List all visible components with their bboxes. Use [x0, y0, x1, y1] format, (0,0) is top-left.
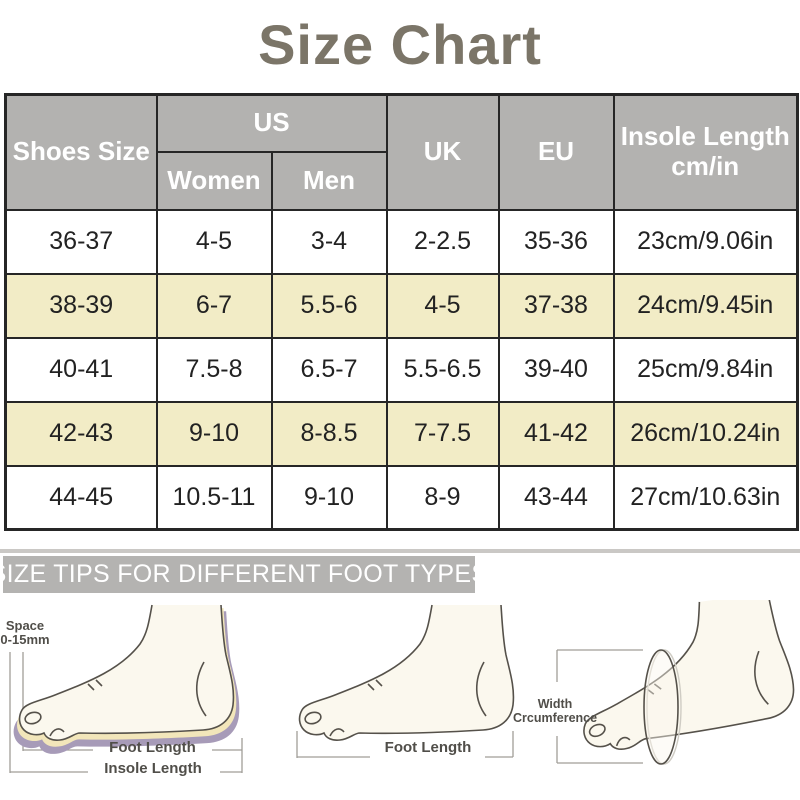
- table-row: 36-37 4-5 3-4 2-2.5 35-36 23cm/9.06in: [4, 208, 799, 275]
- cell-eu: 43-44: [497, 464, 615, 531]
- width-circumference-label: Width Crcumference: [513, 697, 598, 725]
- size-table: Shoes Size US UK EU Insole Length cm/in …: [4, 93, 799, 531]
- cell-us-men: 3-4: [270, 208, 388, 275]
- cell-eu: 37-38: [497, 272, 615, 339]
- cell-shoes-size: 36-37: [4, 208, 158, 275]
- cell-shoes-size: 40-41: [4, 336, 158, 403]
- cell-uk: 8-9: [385, 464, 500, 531]
- foot-side-insole-illustration: [9, 604, 243, 773]
- col-header-shoes-size: Shoes Size: [4, 93, 158, 211]
- page-title: Size Chart: [258, 13, 542, 76]
- cell-eu: 41-42: [497, 400, 615, 467]
- foot-outline: [567, 600, 800, 756]
- measurement-lines: [296, 731, 514, 758]
- table-row: 42-43 9-10 8-8.5 7-7.5 41-42 26cm/10.24i…: [4, 400, 799, 467]
- circumference-ring: [643, 649, 679, 765]
- cell-us-women: 4-5: [155, 208, 273, 275]
- cell-us-men: 5.5-6: [270, 272, 388, 339]
- cell-us-men: 6.5-7: [270, 336, 388, 403]
- foot-length-label: Foot Length: [384, 739, 472, 756]
- cell-eu: 39-40: [497, 336, 615, 403]
- space-label: Space 0-15mm: [0, 618, 50, 648]
- foot-outline: [18, 604, 235, 741]
- cell-insole: 24cm/9.45in: [612, 272, 799, 339]
- col-header-us-men: Men: [270, 150, 388, 211]
- cell-us-men: 8-8.5: [270, 400, 388, 467]
- cell-uk: 7-7.5: [385, 400, 500, 467]
- cell-us-women: 10.5-11: [155, 464, 273, 531]
- table-row: 44-45 10.5-11 9-10 8-9 43-44 27cm/10.63i…: [4, 464, 799, 531]
- table-row: 40-41 7.5-8 6.5-7 5.5-6.5 39-40 25cm/9.8…: [4, 336, 799, 403]
- cell-us-women: 9-10: [155, 400, 273, 467]
- cell-insole: 26cm/10.24in: [612, 400, 799, 467]
- cell-shoes-size: 44-45: [4, 464, 158, 531]
- cell-insole: 23cm/9.06in: [612, 208, 799, 275]
- foot-circumference-illustration: [556, 600, 800, 765]
- tips-banner-text: SIZE TIPS FOR DIFFERENT FOOT TYPES: [0, 560, 489, 588]
- col-header-eu: EU: [497, 93, 615, 211]
- cell-uk: 4-5: [385, 272, 500, 339]
- cell-shoes-size: 38-39: [4, 272, 158, 339]
- measurement-lines: [556, 649, 643, 764]
- col-header-uk: UK: [385, 93, 500, 211]
- foot-length-label: Foot Length: [109, 739, 196, 756]
- col-header-us-women: Women: [155, 150, 273, 211]
- insole-length-label: Insole Length: [104, 760, 202, 777]
- cell-uk: 5.5-6.5: [385, 336, 500, 403]
- col-header-us: US: [155, 93, 388, 153]
- foot-outline: [298, 604, 515, 741]
- cell-shoes-size: 42-43: [4, 400, 158, 467]
- cell-us-women: 6-7: [155, 272, 273, 339]
- cell-insole: 25cm/9.84in: [612, 336, 799, 403]
- tips-banner: SIZE TIPS FOR DIFFERENT FOOT TYPES: [0, 556, 488, 593]
- cell-eu: 35-36: [497, 208, 615, 275]
- cell-us-women: 7.5-8: [155, 336, 273, 403]
- foot-side-illustration: [296, 604, 515, 758]
- cell-insole: 27cm/10.63in: [612, 464, 799, 531]
- col-header-insole-length: Insole Length cm/in: [612, 93, 799, 211]
- cell-uk: 2-2.5: [385, 208, 500, 275]
- table-row: 38-39 6-7 5.5-6 4-5 37-38 24cm/9.45in: [4, 272, 799, 339]
- section-divider: [0, 549, 800, 553]
- cell-us-men: 9-10: [270, 464, 388, 531]
